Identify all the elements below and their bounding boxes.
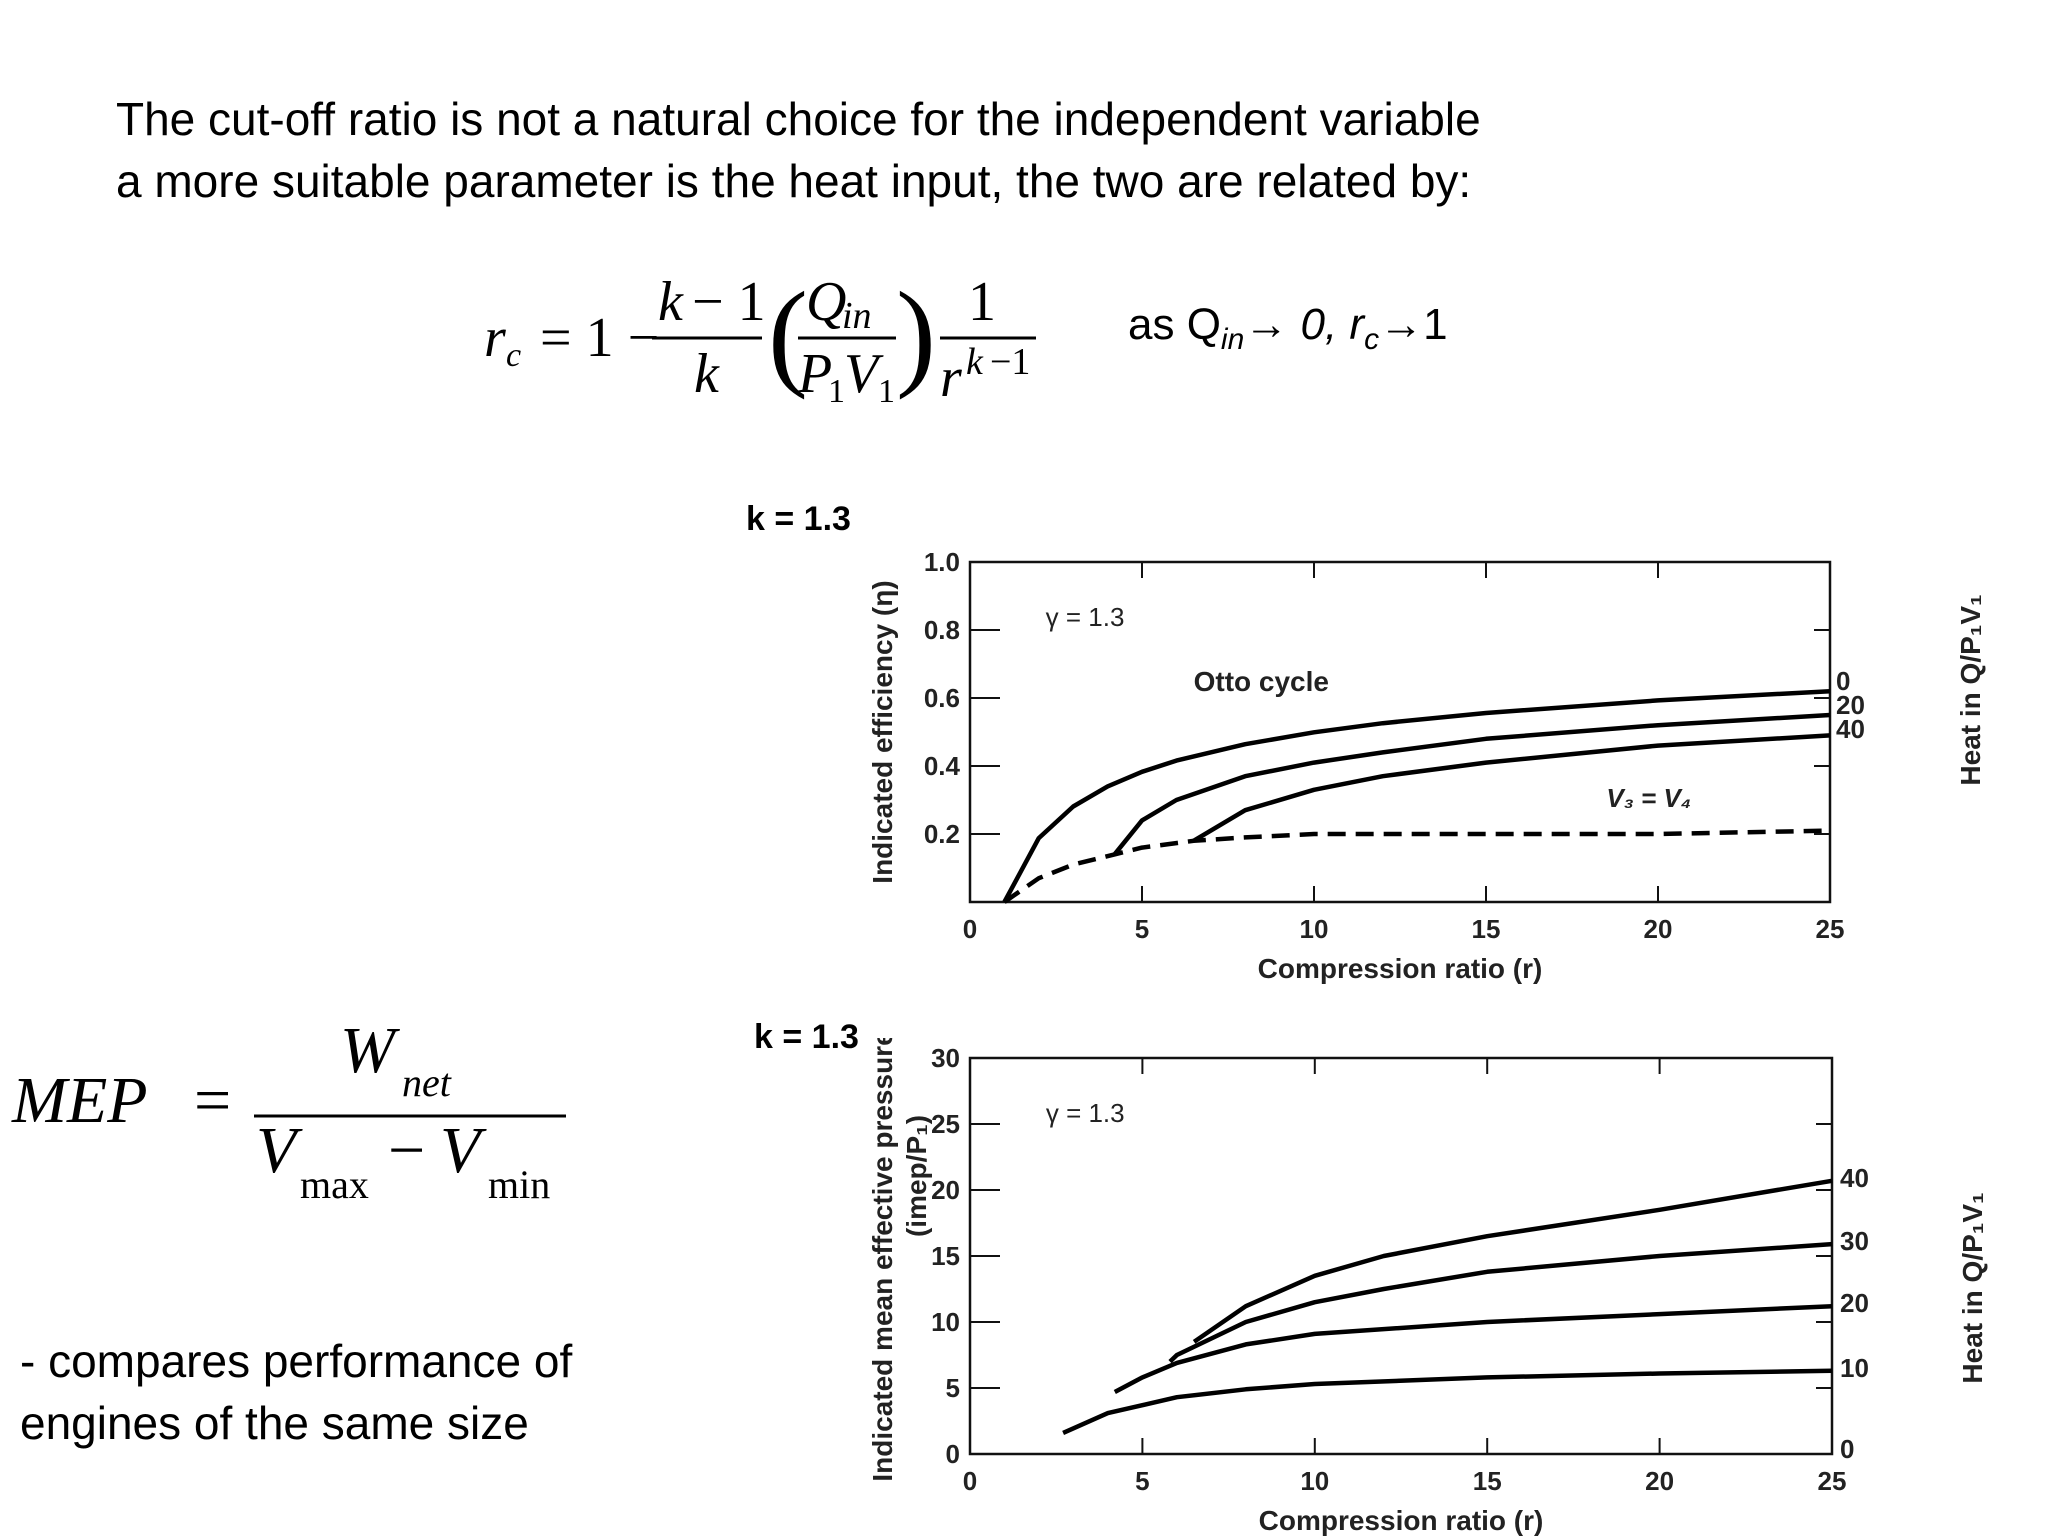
series-line (1003, 828, 1831, 904)
y-tick-label: 1.0 (924, 547, 960, 577)
desc-line-1: - compares performance of (20, 1335, 573, 1387)
x-tick-label: 0 (963, 914, 977, 944)
desc-line-2: engines of the same size (20, 1397, 529, 1449)
x-tick-label: 20 (1644, 914, 1673, 944)
y-tick-label: 0.4 (924, 751, 961, 781)
gamma-annotation: γ = 1.3 (1046, 1098, 1125, 1128)
y-tick-label: 0.8 (924, 615, 960, 645)
heat-in-label: Heat in Q/P₁V₁ (1957, 1192, 1988, 1383)
svg-text:Q: Q (806, 271, 846, 333)
svg-text:− 1: − 1 (692, 271, 766, 333)
svg-text:c: c (506, 337, 521, 374)
note-sub-in: in (1220, 323, 1245, 356)
svg-text:r: r (940, 347, 962, 409)
x-tick-label: 10 (1300, 914, 1329, 944)
otto-cycle-label: Otto cycle (1194, 666, 1329, 697)
svg-text:k: k (658, 271, 684, 333)
series-end-label: 10 (1840, 1353, 1869, 1383)
series-end-label: 30 (1840, 1226, 1869, 1256)
svg-text:(: ( (768, 267, 808, 400)
plot-frame (968, 560, 1832, 904)
svg-text:k: k (694, 343, 720, 405)
svg-text:): ) (896, 267, 936, 400)
y-tick-label: 5 (946, 1373, 960, 1403)
x-tick-label: 0 (963, 1466, 977, 1496)
note-arrow-2: →1 (1379, 300, 1448, 349)
svg-text:in: in (842, 295, 872, 337)
v3-v4-label: V₃ = V₄ (1606, 783, 1691, 813)
chart2-k-label: k = 1.3 (754, 1018, 859, 1056)
svg-text:1: 1 (878, 373, 895, 410)
x-axis-label: Compression ratio (r) (1258, 953, 1543, 984)
mep-denominator-b: V (440, 1114, 487, 1187)
series-line (1112, 712, 1831, 856)
mep-denominator-a: V (256, 1114, 303, 1187)
svg-text:−1: −1 (990, 341, 1030, 383)
x-tick-label: 25 (1816, 914, 1845, 944)
series-end-label: 40 (1836, 714, 1865, 744)
y-tick-label: 25 (931, 1109, 960, 1139)
y-tick-label: 15 (931, 1241, 960, 1271)
x-tick-label: 20 (1645, 1466, 1674, 1496)
mep-denominator-b-sub: min (488, 1162, 550, 1207)
mep-lhs: MEP (11, 1064, 148, 1137)
chart1-k-label: k = 1.3 (746, 500, 851, 538)
svg-text:V: V (844, 343, 884, 405)
y-tick-label: 10 (931, 1307, 960, 1337)
series-end-label: 0 (1836, 666, 1850, 696)
y-axis-label: Indicated mean effective pressure (867, 1038, 898, 1482)
right-tick-label: 0 (1840, 1434, 1854, 1464)
x-tick-label: 5 (1135, 914, 1149, 944)
x-axis-label: Compression ratio (r) (1259, 1505, 1544, 1536)
mep-numerator: W (340, 1014, 400, 1087)
x-tick-label: 15 (1472, 914, 1501, 944)
svg-text:1: 1 (968, 271, 996, 333)
intro-line-1: The cut-off ratio is not a natural choic… (116, 93, 1481, 145)
svg-text:=: = (194, 1064, 231, 1137)
series-end-label: 20 (1840, 1288, 1869, 1318)
mep-description: - compares performance of engines of the… (20, 1330, 572, 1454)
y-tick-label: 20 (931, 1175, 960, 1205)
mep-denominator-a-sub: max (300, 1162, 369, 1207)
svg-text:1: 1 (828, 373, 845, 410)
svg-text:= 1 −: = 1 − (540, 307, 659, 369)
heat-in-label: Heat in Q/P₁V₁ (1955, 594, 1986, 785)
note-arrow-1: → 0, r (1244, 300, 1365, 349)
intro-text: The cut-off ratio is not a natural choic… (116, 88, 1481, 212)
note-prefix: as Q (1128, 300, 1221, 349)
series-end-label: 20 (1836, 690, 1865, 720)
y-axis-label-2: (imep/P₁) (901, 1115, 932, 1237)
series-line (1113, 1303, 1833, 1394)
intro-line-2: a more suitable parameter is the heat in… (116, 155, 1472, 207)
series-line (1192, 1178, 1833, 1344)
efficiency-chart: 0 5 10 15 20 25 0.2 0.4 0.6 0.8 1.0 Compression rat… (867, 547, 1986, 984)
mep-numerator-sub: net (402, 1060, 452, 1105)
series-line (1062, 1368, 1833, 1435)
series-end-label: 40 (1840, 1163, 1869, 1193)
x-tick-label: 15 (1473, 1466, 1502, 1496)
note-sub-c: c (1364, 323, 1380, 356)
series-line (1192, 733, 1831, 843)
y-axis-label: Indicated efficiency (η) (867, 580, 898, 883)
x-tick-label: 25 (1818, 1466, 1847, 1496)
x-tick-label: 5 (1135, 1466, 1149, 1496)
svg-text:k: k (966, 341, 984, 383)
gamma-annotation: γ = 1.3 (1046, 602, 1125, 632)
y-tick-label: 0.6 (924, 683, 960, 713)
series-line (1002, 688, 1831, 904)
svg-text:−: − (388, 1114, 425, 1187)
x-tick-label: 10 (1300, 1466, 1329, 1496)
svg-text:P: P (797, 343, 832, 405)
formula-limit-note: as Qin→ 0, rc→1 (1128, 300, 1448, 357)
y-tick-label: 30 (931, 1043, 960, 1073)
mep-formula: MEP = W net V max − V min (11, 1014, 566, 1207)
y-tick-label: 0 (946, 1439, 960, 1469)
series-line (1168, 1241, 1833, 1364)
y-tick-label: 0.2 (924, 819, 960, 849)
svg-text:r: r (484, 307, 506, 369)
cutoff-ratio-formula: r c = 1 − k − 1 k ( Q in P 1 V 1 ) 1 r k… (484, 267, 1036, 410)
